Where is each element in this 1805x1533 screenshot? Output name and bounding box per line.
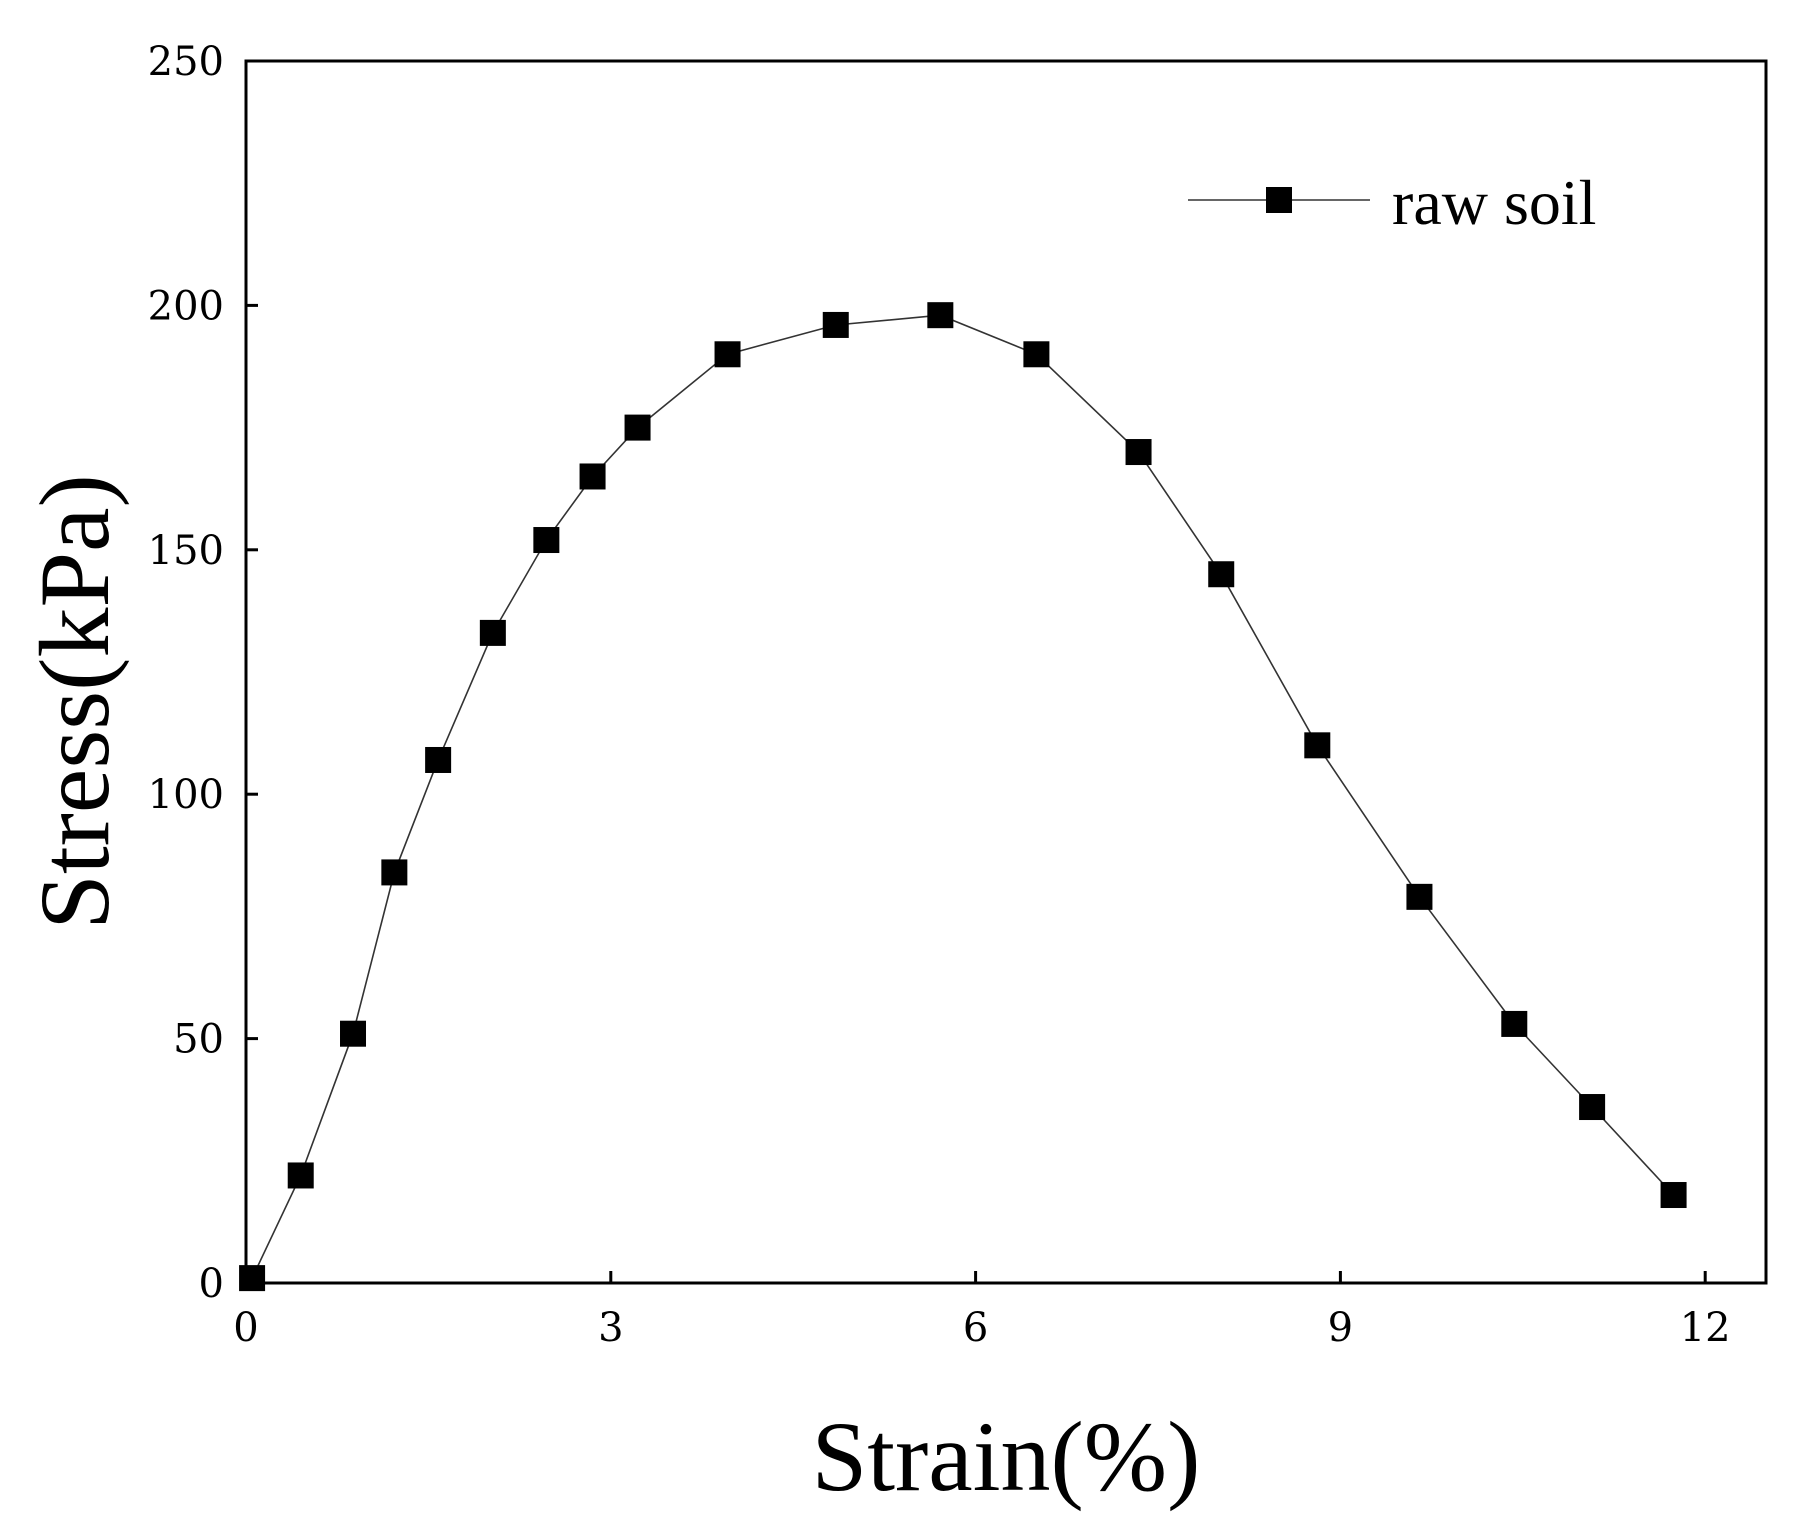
x-axis-title: Strain(%) <box>812 1401 1201 1512</box>
data-point <box>822 311 849 338</box>
y-tick-label: 100 <box>148 772 224 818</box>
x-tick-label: 6 <box>963 1305 988 1351</box>
axes: 0 50 100 150 200 250 0 3 6 9 12 <box>148 39 1768 1351</box>
y-tick-label: 0 <box>199 1261 224 1307</box>
data-point <box>1406 883 1433 910</box>
data-point <box>1023 341 1050 368</box>
data-point <box>1501 1010 1528 1037</box>
legend: raw soil <box>1188 167 1596 238</box>
series-group <box>239 302 1687 1292</box>
x-tick-label: 12 <box>1680 1305 1731 1351</box>
y-tick-label: 250 <box>148 39 224 85</box>
data-point <box>1208 561 1235 588</box>
x-tick-label: 9 <box>1328 1305 1353 1351</box>
y-tick-label: 50 <box>173 1017 224 1063</box>
y-axis-title: Stress(kPa) <box>19 474 130 930</box>
data-point <box>1579 1094 1606 1121</box>
data-point <box>381 859 408 886</box>
data-point <box>239 1265 266 1292</box>
data-point <box>624 414 651 441</box>
data-point <box>714 341 741 368</box>
data-point <box>533 527 560 554</box>
data-point <box>340 1020 367 1047</box>
data-point <box>1660 1182 1687 1209</box>
series-line <box>251 314 1675 1279</box>
data-point <box>927 302 954 329</box>
data-point <box>579 463 606 490</box>
y-tick-label: 150 <box>148 528 224 574</box>
x-tick-label: 3 <box>598 1305 623 1351</box>
data-point <box>287 1162 314 1189</box>
legend-label: raw soil <box>1392 167 1596 238</box>
plot-frame <box>244 59 1768 1285</box>
y-tick-label: 200 <box>148 283 224 329</box>
legend-marker <box>1266 187 1292 213</box>
data-point <box>1125 439 1152 466</box>
data-point <box>425 746 452 773</box>
data-point <box>1304 732 1331 759</box>
data-point <box>479 619 506 646</box>
x-tick-label: 0 <box>233 1305 258 1351</box>
